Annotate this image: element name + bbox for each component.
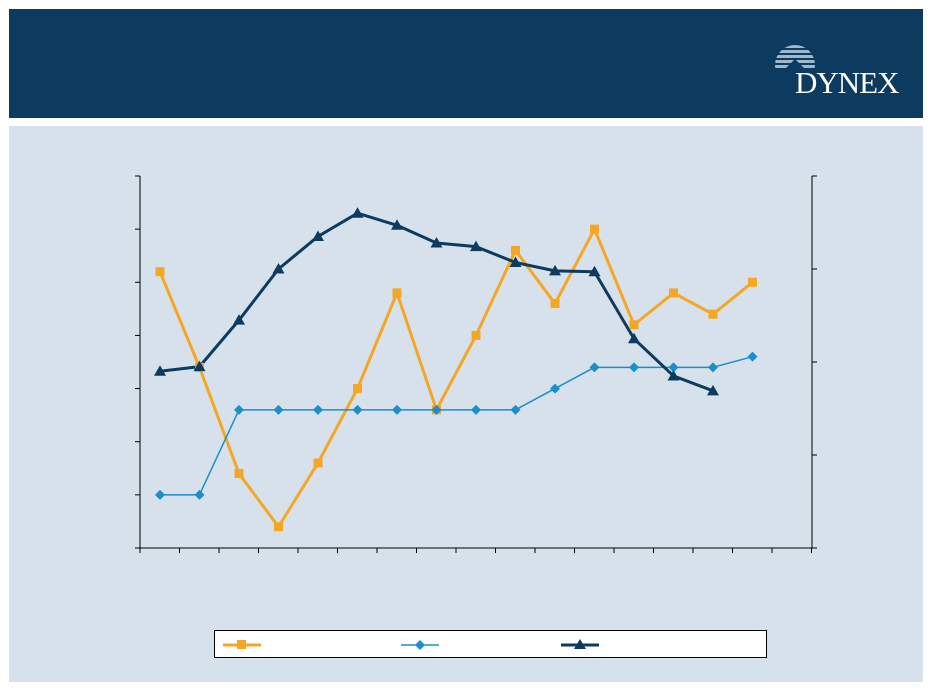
data-point-square — [748, 277, 757, 287]
data-point-diamond — [747, 351, 758, 362]
data-point-diamond — [668, 362, 679, 373]
data-point-diamond — [471, 404, 481, 415]
data-point-square — [590, 224, 599, 234]
data-point-triangle — [549, 264, 561, 276]
data-point-square — [234, 469, 244, 479]
chart-legend — [214, 630, 767, 658]
data-point-triangle — [312, 230, 324, 241]
data-point-square — [392, 288, 402, 298]
data-point-diamond — [234, 404, 244, 415]
data-point-diamond — [708, 362, 718, 373]
logo-emblem-icon — [775, 45, 815, 69]
data-point-square — [313, 458, 323, 468]
data-point-square — [471, 330, 481, 340]
data-point-diamond — [629, 362, 639, 373]
data-point-triangle — [154, 365, 166, 376]
data-point-diamond — [194, 489, 205, 500]
legend-diamond-marker-icon — [401, 640, 439, 650]
data-point-diamond — [273, 404, 284, 415]
data-point-square — [629, 320, 639, 330]
data-point-triangle — [707, 384, 719, 396]
data-point-diamond — [589, 362, 600, 373]
data-point-diamond — [392, 404, 402, 415]
data-point-triangle — [628, 332, 640, 344]
data-point-triangle — [272, 263, 285, 274]
header-band: DYNEX — [9, 9, 923, 118]
data-point-triangle — [588, 265, 601, 277]
dynex-logo: DYNEX — [771, 39, 911, 109]
data-point-triangle — [430, 236, 443, 248]
data-point-triangle — [233, 314, 245, 325]
data-point-diamond — [431, 404, 442, 415]
legend-triangle-marker-icon — [561, 639, 599, 649]
series-line-0 — [158, 227, 754, 529]
data-point-square — [353, 384, 362, 394]
data-point-square — [708, 309, 718, 319]
data-point-diamond — [352, 404, 363, 415]
data-point-square — [669, 288, 678, 298]
data-point-triangle — [351, 207, 364, 218]
data-point-triangle — [193, 360, 206, 372]
legend-square-marker-icon — [223, 640, 261, 649]
data-point-triangle — [667, 369, 680, 381]
data-point-square — [550, 299, 560, 309]
logo-text: DYNEX — [795, 65, 899, 100]
data-point-triangle — [470, 240, 482, 252]
data-point-square — [274, 522, 283, 532]
data-point-diamond — [510, 404, 521, 415]
legend-item-blue — [399, 635, 459, 655]
data-point-triangle — [509, 256, 522, 267]
data-point-square — [155, 267, 165, 277]
data-point-triangle — [391, 219, 403, 230]
series-line-1 — [160, 355, 753, 496]
data-point-diamond — [313, 404, 323, 415]
data-point-diamond — [155, 489, 165, 500]
legend-item-navy — [559, 635, 619, 655]
chart-panel — [9, 126, 923, 682]
data-point-diamond — [550, 383, 560, 394]
data-point-square — [511, 245, 520, 255]
legend-item-orange — [221, 635, 281, 655]
